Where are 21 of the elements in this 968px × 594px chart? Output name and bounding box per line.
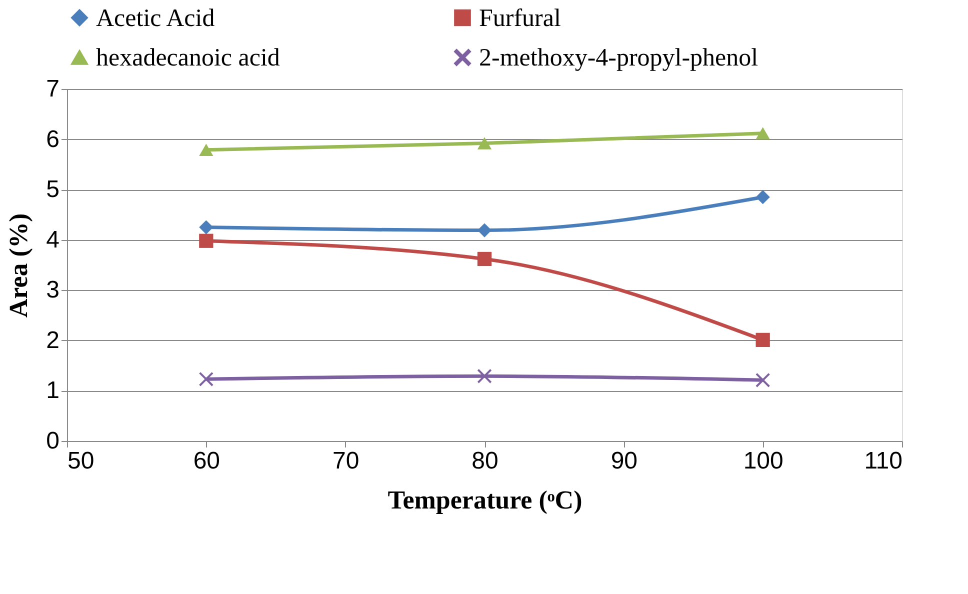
y-tick-label: 5	[46, 176, 60, 204]
x-tick-label: 80	[472, 448, 498, 474]
x-tick-label: 60	[193, 448, 220, 474]
y-tick-label: 0	[46, 428, 60, 454]
y-tick-label: 6	[46, 126, 60, 153]
y-tick-label: 1	[46, 377, 60, 404]
legend-label: Furfural	[479, 4, 561, 32]
x-tick-label: 90	[610, 448, 638, 474]
x-tick-label: 110	[864, 448, 902, 474]
y-tick-label: 7	[46, 76, 60, 102]
x-tick-label: 50	[68, 448, 94, 474]
legend-label: hexadecanoic acid	[96, 44, 280, 72]
y-tick-label: 4	[46, 226, 60, 254]
y-axis-title: Area (%)	[4, 213, 34, 318]
x-tick-label: 70	[332, 448, 360, 474]
x-axis-title: Temperature (ᵒC)	[388, 486, 582, 514]
x-tick-label: 100	[743, 448, 784, 474]
y-tick-label: 2	[46, 326, 60, 354]
legend-label: 2-methoxy-4-propyl-phenol	[479, 44, 758, 72]
y-tick-label: 3	[46, 276, 60, 304]
legend-label: Acetic Acid	[96, 4, 216, 32]
